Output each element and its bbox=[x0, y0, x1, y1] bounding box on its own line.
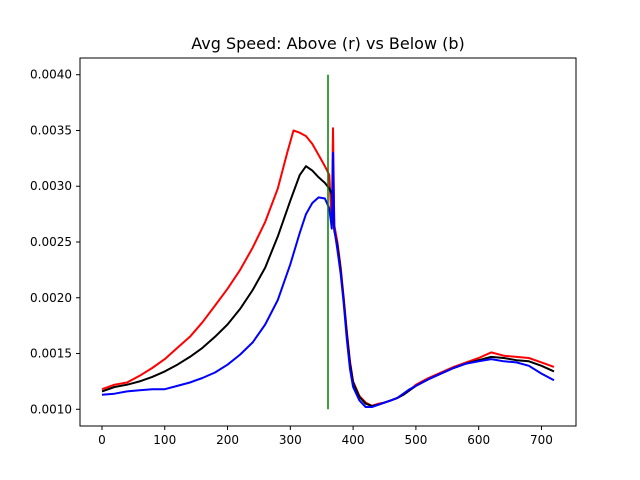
y-tick-label: 0.0030 bbox=[30, 179, 72, 193]
series-layer bbox=[101, 127, 555, 408]
x-tick-label: 100 bbox=[153, 433, 176, 447]
x-tick-label: 200 bbox=[216, 433, 239, 447]
y-tick-label: 0.0015 bbox=[30, 347, 72, 361]
x-tick-label: 0 bbox=[98, 433, 106, 447]
x-tick-label: 500 bbox=[404, 433, 427, 447]
x-tick-label: 400 bbox=[342, 433, 365, 447]
y-tick-label: 0.0035 bbox=[30, 123, 72, 137]
series-line-2 bbox=[101, 151, 555, 408]
y-tick-label: 0.0020 bbox=[30, 291, 72, 305]
y-tick-label: 0.0040 bbox=[30, 68, 72, 82]
x-tick-label: 600 bbox=[467, 433, 490, 447]
y-tick-label: 0.0025 bbox=[30, 235, 72, 249]
chart-title: Avg Speed: Above (r) vs Below (b) bbox=[191, 34, 465, 53]
y-axis: 0.0010 0.0015 0.0020 0.0025 0.0030 0.0035 0.00… bbox=[30, 68, 80, 416]
x-tick-label: 700 bbox=[530, 433, 553, 447]
x-axis: 0 100 200 300 400 500 600 700 bbox=[98, 426, 553, 447]
y-tick-label: 0.0010 bbox=[30, 402, 72, 416]
x-tick-label: 300 bbox=[279, 433, 302, 447]
